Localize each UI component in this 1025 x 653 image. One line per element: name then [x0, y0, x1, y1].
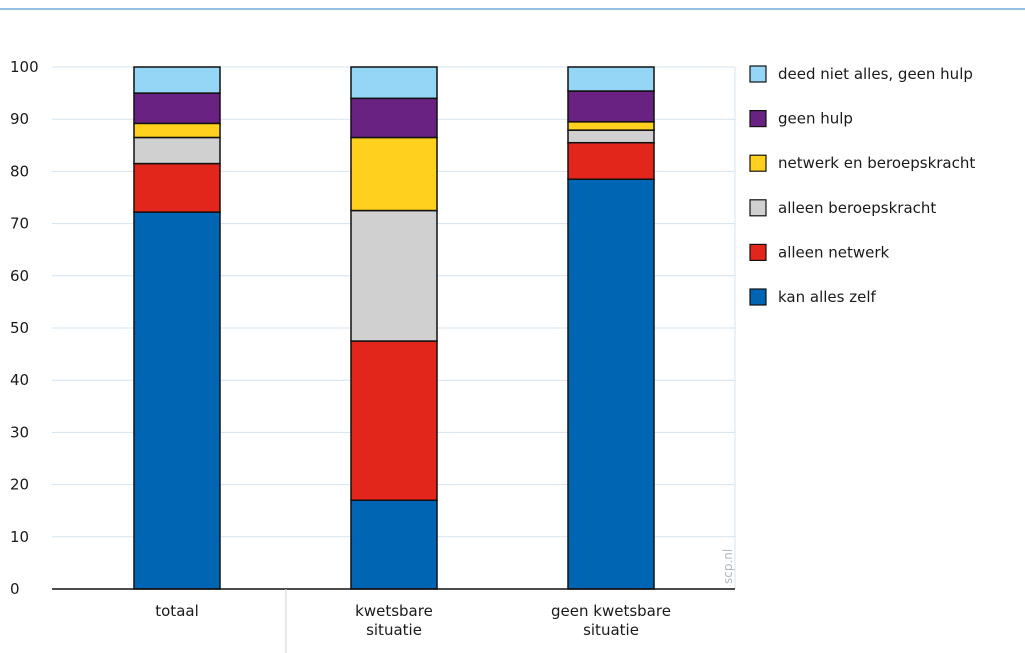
bar-segment [567, 141, 655, 180]
y-tick-label: 20 [10, 476, 29, 494]
y-tick-label: 40 [10, 371, 29, 389]
bar-segment [350, 136, 438, 212]
bar-segment [133, 66, 221, 94]
bar-segment [350, 499, 438, 590]
y-tick-label: 70 [10, 215, 29, 233]
x-tick-label: totaal [155, 602, 199, 620]
bar-segment [567, 178, 655, 590]
y-tick-label: 100 [10, 58, 39, 76]
legend-swatch [749, 199, 767, 217]
y-tick-label: 50 [10, 319, 29, 337]
bar-segment [567, 129, 655, 144]
bar-segment [567, 66, 655, 92]
x-tick-label: geen kwetsbare situatie [551, 602, 671, 639]
bar-segment [567, 121, 655, 131]
y-tick-label: 10 [10, 528, 29, 546]
bar-segment [567, 90, 655, 123]
bar-segment [350, 209, 438, 342]
bar-segment [133, 92, 221, 125]
legend-swatch [749, 154, 767, 172]
y-axis-ticks: 0 10 20 30 40 50 60 70 80 90 100 [10, 58, 39, 598]
y-tick-label: 30 [10, 423, 29, 441]
y-tick-label: 0 [10, 580, 20, 598]
watermark: scp.nl [721, 549, 735, 584]
legend-label: deed niet alles, geen hulp [778, 65, 973, 83]
bar-segment [350, 66, 438, 100]
legend-swatch [749, 288, 767, 306]
x-axis: totaal kwetsbare situatie geen kwetsbare sit… [52, 588, 735, 653]
y-tick-label: 80 [10, 162, 29, 180]
legend-label: kan alles zelf [778, 288, 876, 306]
legend-label: alleen netwerk [778, 243, 890, 261]
bar-segment [350, 97, 438, 139]
bar-segment [133, 211, 221, 590]
y-tick-label: 60 [10, 267, 29, 285]
bar-segment [133, 162, 221, 213]
x-tick-label: kwetsbare situatie [355, 602, 433, 639]
legend-label: alleen beroepskracht [778, 199, 936, 217]
bars [133, 66, 655, 590]
legend-swatch [749, 109, 767, 128]
bar-segment [133, 122, 221, 139]
legend-label: geen hulp [778, 110, 853, 128]
legend-swatch [749, 243, 767, 261]
legend-swatch [749, 65, 767, 83]
bar-segment [350, 340, 438, 502]
bar-segment [133, 136, 221, 165]
legend: deed niet alles, geen hulp geen hulp netwe… [749, 65, 975, 306]
legend-label: netwerk en beroepskracht [778, 154, 975, 172]
y-tick-label: 90 [10, 110, 29, 128]
